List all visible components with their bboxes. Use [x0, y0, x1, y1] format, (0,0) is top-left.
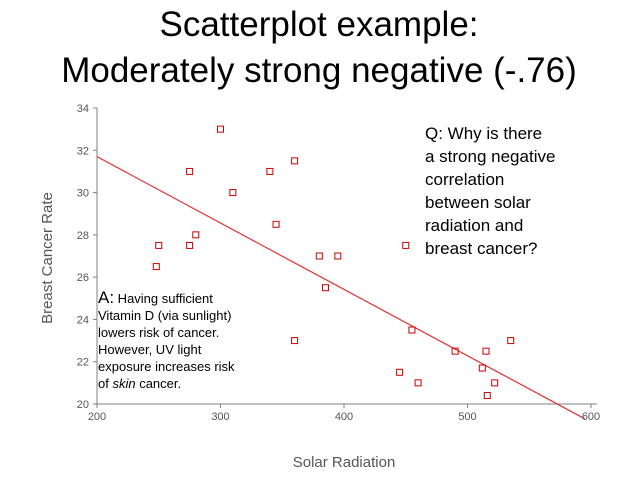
data-point — [396, 368, 404, 376]
data-point — [217, 125, 224, 133]
x-tick-label: 600 — [582, 411, 600, 423]
data-point — [482, 347, 490, 355]
x-tick-label: 300 — [211, 411, 229, 423]
data-point — [321, 284, 329, 292]
data-point — [152, 263, 160, 271]
slide-title: Scatterplot example: Moderately strong n… — [0, 2, 638, 94]
question-callout: Q: Why is there a strong negative correl… — [425, 122, 595, 260]
answer-lead: A: — [98, 288, 115, 307]
data-point — [155, 241, 163, 249]
y-tick-label: 28 — [77, 230, 89, 242]
data-point — [414, 379, 422, 387]
y-tick-label: 30 — [77, 188, 89, 200]
data-point — [315, 252, 323, 260]
slide-title-line-2: Moderately strong negative (-.76) — [61, 51, 577, 90]
answer-text: of — [98, 376, 113, 391]
data-point — [272, 220, 280, 228]
answer-emphasis: skin — [112, 376, 136, 391]
data-point — [491, 379, 499, 387]
question-line: breast cancer? — [425, 239, 538, 258]
question-line: between solar — [425, 193, 531, 212]
data-point — [408, 326, 416, 334]
answer-line: exposure increases risk — [98, 359, 235, 374]
answer-line: of skin cancer. — [98, 375, 278, 392]
answer-text: Having sufficient — [114, 291, 213, 306]
data-point — [186, 241, 194, 249]
data-point — [402, 241, 410, 249]
trendline — [96, 156, 586, 420]
data-point — [451, 347, 459, 355]
x-tick-label: 400 — [335, 411, 353, 423]
y-tick-label: 34 — [77, 103, 89, 115]
y-tick-label: 26 — [77, 272, 89, 284]
data-point — [334, 252, 342, 260]
data-point — [266, 167, 274, 175]
y-tick-label: 22 — [77, 357, 89, 369]
data-point — [291, 337, 299, 345]
data-point — [478, 364, 486, 372]
answer-line: A: Having sufficient — [98, 289, 278, 307]
data-point — [192, 231, 200, 239]
data-point — [291, 157, 299, 165]
question-line: correlation — [425, 170, 505, 189]
data-point — [507, 337, 515, 345]
data-point — [483, 392, 491, 400]
answer-callout: A: Having sufficient Vitamin D (via sunl… — [98, 289, 278, 392]
x-axis-label: Solar Radiation — [293, 454, 396, 471]
question-line: a strong negative — [425, 147, 556, 166]
question-line: radiation and — [425, 216, 524, 235]
answer-text: cancer. — [135, 376, 182, 391]
answer-line: Vitamin D (via sunlight) — [98, 308, 232, 323]
answer-line: lowers risk of cancer. — [98, 325, 220, 340]
y-tick-label: 24 — [77, 314, 89, 326]
y-tick-label: 32 — [77, 145, 89, 157]
answer-line: However, UV light — [98, 342, 202, 357]
question-line: Q: Why is there — [425, 124, 543, 143]
data-point — [186, 167, 194, 175]
x-tick-label: 500 — [458, 411, 476, 423]
slide-title-line-1: Scatterplot example: — [159, 5, 479, 44]
data-point — [229, 189, 237, 197]
x-tick-label: 200 — [88, 411, 106, 423]
y-tick-label: 20 — [77, 399, 89, 411]
y-axis-label: Breast Cancer Rate — [39, 192, 56, 324]
